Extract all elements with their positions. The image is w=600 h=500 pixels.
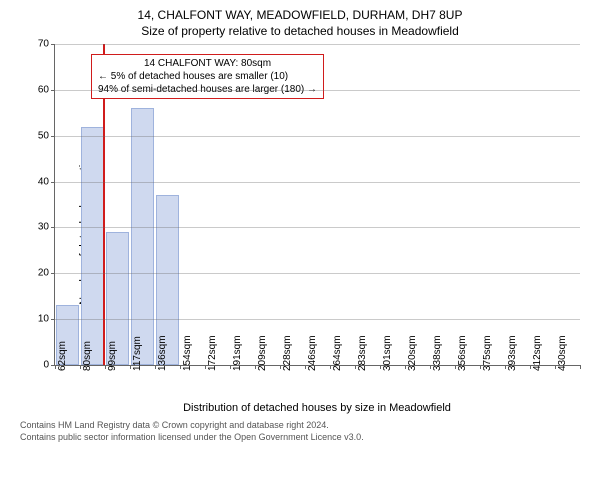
x-tick-mark [305,365,306,369]
x-tick-mark [505,365,506,369]
bar [131,108,155,365]
x-tick-mark [330,365,331,369]
x-tick-mark [555,365,556,369]
gridline [55,90,580,91]
y-tick-label: 60 [31,84,55,95]
plot-area: 14 CHALFONT WAY: 80sqm ← 5% of detached … [54,44,580,366]
page-title: 14, CHALFONT WAY, MEADOWFIELD, DURHAM, D… [10,8,590,22]
x-tick-label: 301sqm [382,335,393,371]
y-tick-label: 50 [31,130,55,141]
page-subtitle: Size of property relative to detached ho… [10,24,590,38]
annotation-line2: ← 5% of detached houses are smaller (10) [98,70,317,83]
x-axis-label: Distribution of detached houses by size … [54,402,580,414]
annotation-line1: 14 CHALFONT WAY: 80sqm [98,57,317,70]
gridline [55,319,580,320]
x-tick-label: 191sqm [232,335,243,371]
x-tick-mark [105,365,106,369]
x-tick-mark [155,365,156,369]
x-tick-mark [130,365,131,369]
x-tick-label: 62sqm [57,341,68,371]
y-tick-label: 30 [31,222,55,233]
x-tick-mark [255,365,256,369]
footer: Contains HM Land Registry data © Crown c… [20,420,590,443]
x-tick-mark [455,365,456,369]
x-tick-mark [280,365,281,369]
x-tick-mark [230,365,231,369]
y-tick-label: 0 [31,360,55,371]
gridline [55,273,580,274]
x-tick-mark [380,365,381,369]
x-tick-label: 117sqm [132,336,143,371]
x-tick-label: 375sqm [482,335,493,371]
x-tick-label: 264sqm [332,335,343,371]
x-tick-label: 209sqm [257,335,268,371]
annotation-box: 14 CHALFONT WAY: 80sqm ← 5% of detached … [91,54,324,99]
x-tick-label: 412sqm [532,335,543,371]
x-tick-label: 356sqm [457,335,468,371]
x-tick-mark [580,365,581,369]
x-tick-label: 172sqm [207,335,218,371]
x-tick-label: 338sqm [432,335,443,371]
y-tick-label: 70 [31,39,55,50]
x-tick-label: 320sqm [407,335,418,371]
x-tick-label: 154sqm [182,335,193,371]
y-tick-label: 20 [31,268,55,279]
x-tick-mark [55,365,56,369]
x-tick-mark [355,365,356,369]
chart-area: Number of detached properties 14 CHALFON… [10,44,590,414]
footer-line1: Contains HM Land Registry data © Crown c… [20,420,590,432]
x-tick-label: 393sqm [507,335,518,371]
x-tick-label: 136sqm [157,335,168,371]
x-tick-mark [180,365,181,369]
x-tick-mark [405,365,406,369]
x-tick-label: 246sqm [307,335,318,371]
x-tick-label: 99sqm [107,341,118,371]
x-tick-label: 80sqm [82,341,93,371]
x-tick-mark [430,365,431,369]
x-tick-label: 283sqm [357,335,368,371]
x-tick-mark [480,365,481,369]
gridline [55,136,580,137]
x-tick-label: 430sqm [557,335,568,371]
x-tick-mark [530,365,531,369]
bar [81,127,105,365]
x-tick-label: 228sqm [282,335,293,371]
x-tick-mark [80,365,81,369]
x-tick-mark [205,365,206,369]
gridline [55,44,580,45]
gridline [55,227,580,228]
gridline [55,182,580,183]
y-tick-label: 10 [31,314,55,325]
y-tick-label: 40 [31,176,55,187]
footer-line2: Contains public sector information licen… [20,432,590,444]
